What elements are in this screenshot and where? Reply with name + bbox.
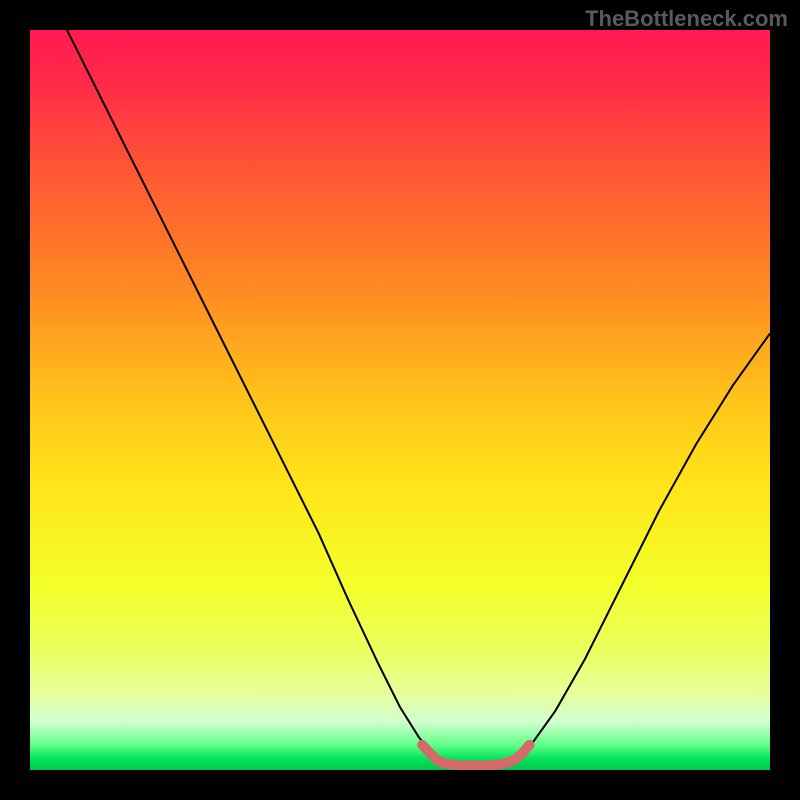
watermark-text: TheBottleneck.com (585, 6, 788, 32)
plot-area-wrap (30, 30, 770, 770)
plot-svg (30, 30, 770, 770)
plot-background (30, 30, 770, 770)
